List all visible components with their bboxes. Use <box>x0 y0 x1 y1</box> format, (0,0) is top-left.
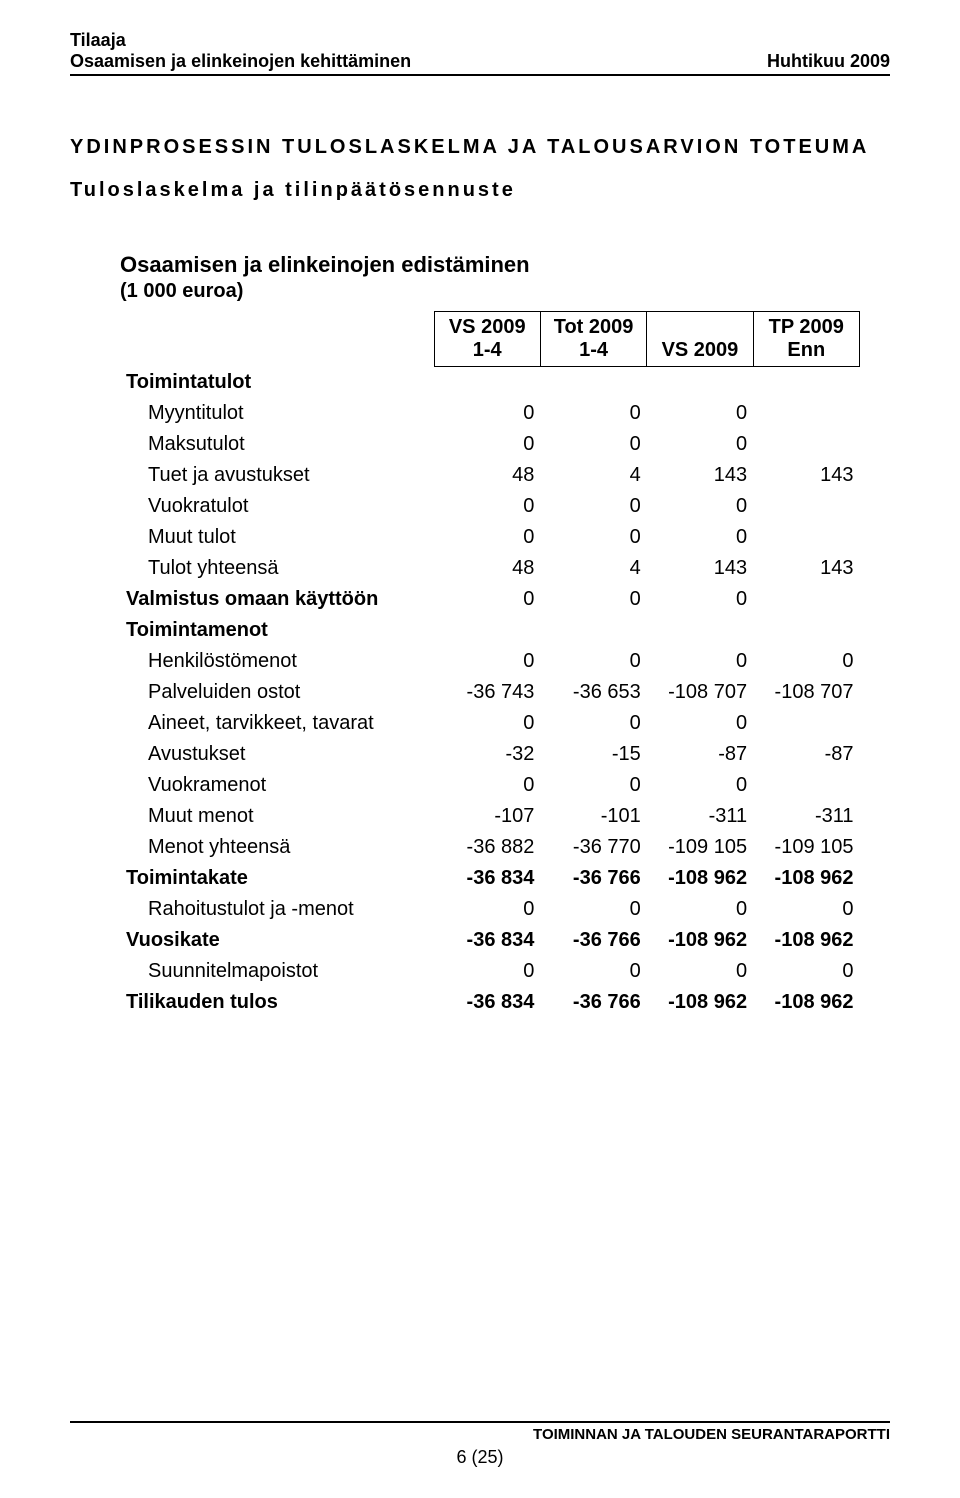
row-muutmenot: Muut menot -107 -101 -311 -311 <box>120 801 860 832</box>
row-vuokramenot: Vuokramenot 0 0 0 <box>120 770 860 801</box>
income-statement-table: VS 20091-4 Tot 20091-4 VS 2009 TP 2009En… <box>120 311 860 1018</box>
col-vs2009-14: VS 20091-4 <box>434 312 540 367</box>
header-tilaaja: Tilaaja <box>70 30 890 51</box>
table-header-row: VS 20091-4 Tot 20091-4 VS 2009 TP 2009En… <box>120 312 860 367</box>
row-vuokratulot: Vuokratulot 0 0 0 <box>120 491 860 522</box>
row-menotyht: Menot yhteensä -36 882 -36 770 -109 105 … <box>120 832 860 863</box>
section-title: Osaamisen ja elinkeinojen edistäminen <box>120 252 860 278</box>
document-subtitle: Tuloslaskelma ja tilinpäätösennuste <box>70 179 890 202</box>
row-tulotyht: Tulot yhteensä 48 4 143 143 <box>120 553 860 584</box>
page-number: 6 (25) <box>70 1447 890 1468</box>
row-valmistus: Valmistus omaan käyttöön 0 0 0 <box>120 584 860 615</box>
row-tuet: Tuet ja avustukset 48 4 143 143 <box>120 460 860 491</box>
page-header: Tilaaja Osaamisen ja elinkeinojen kehitt… <box>70 30 890 76</box>
row-maksutulot: Maksutulot 0 0 0 <box>120 429 860 460</box>
row-toimintamenot: Toimintamenot <box>120 615 860 646</box>
document-title: YDINPROSESSIN TULOSLASKELMA JA TALOUSARV… <box>70 136 890 159</box>
row-toimintatulot: Toimintatulot <box>120 367 860 398</box>
row-muuttulot: Muut tulot 0 0 0 <box>120 522 860 553</box>
footer-report-name: TOIMINNAN JA TALOUDEN SEURANTARAPORTTI <box>533 1426 890 1443</box>
row-aineet: Aineet, tarvikkeet, tavarat 0 0 0 <box>120 708 860 739</box>
col-tp2009-enn: TP 2009Enn <box>753 312 859 367</box>
col-vs2009: VS 2009 <box>647 312 753 367</box>
row-suunnitelma: Suunnitelmapoistot 0 0 0 0 <box>120 956 860 987</box>
row-vuosikate: Vuosikate -36 834 -36 766 -108 962 -108 … <box>120 925 860 956</box>
header-dept: Osaamisen ja elinkeinojen kehittäminen <box>70 51 411 72</box>
row-palveluiden: Palveluiden ostot -36 743 -36 653 -108 7… <box>120 677 860 708</box>
row-myyntitulot: Myyntitulot 0 0 0 <box>120 398 860 429</box>
col-tot2009-14: Tot 20091-4 <box>540 312 646 367</box>
row-toimintakate: Toimintakate -36 834 -36 766 -108 962 -1… <box>120 863 860 894</box>
section-unit: (1 000 euroa) <box>120 280 860 303</box>
header-period: Huhtikuu 2009 <box>767 51 890 72</box>
row-henkilosto: Henkilöstömenot 0 0 0 0 <box>120 646 860 677</box>
income-statement-section: Osaamisen ja elinkeinojen edistäminen (1… <box>120 252 860 1018</box>
row-avustukset: Avustukset -32 -15 -87 -87 <box>120 739 860 770</box>
row-tilikauden: Tilikauden tulos -36 834 -36 766 -108 96… <box>120 987 860 1018</box>
row-rahoitus: Rahoitustulot ja -menot 0 0 0 0 <box>120 894 860 925</box>
page-footer: TOIMINNAN JA TALOUDEN SEURANTARAPORTTI 6… <box>70 1421 890 1468</box>
